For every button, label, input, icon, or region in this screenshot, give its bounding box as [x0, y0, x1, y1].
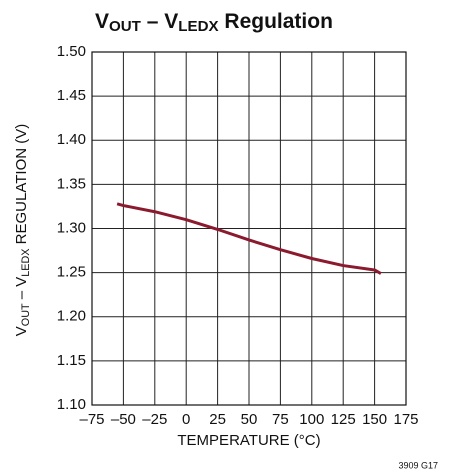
y-tick-label: 1.35: [57, 175, 86, 192]
plot-frame: [91, 51, 407, 406]
footnote: 3909 G17: [398, 460, 438, 470]
ylabel-part: V: [13, 326, 30, 336]
y-tick-label: 1.40: [57, 131, 86, 148]
x-tick-label: 100: [299, 411, 324, 428]
x-tick-label: 125: [331, 411, 356, 428]
title-part: Regulation: [219, 10, 333, 33]
x-axis-label: TEMPERATURE (°C): [177, 432, 320, 449]
x-tick-label: –75: [79, 411, 104, 428]
x-tick-label: 150: [362, 411, 387, 428]
ylabel-part: LEDX: [20, 249, 32, 277]
y-tick-label: 1.30: [57, 219, 86, 236]
x-tick-label: 175: [393, 411, 418, 428]
ylabel-part: OUT: [20, 303, 32, 326]
chart-title: VOUT – VLEDX Regulation: [95, 10, 333, 35]
x-tick-label: –25: [142, 411, 167, 428]
y-tick-label: 1.45: [57, 87, 86, 104]
data-line: [116, 202, 382, 275]
title-part: V: [95, 10, 109, 33]
y-tick-label: 1.25: [57, 264, 86, 281]
x-tick-label: 25: [209, 411, 226, 428]
x-tick-label: –50: [111, 411, 136, 428]
y-tick-label: 1.50: [57, 43, 86, 60]
title-part: – V: [141, 10, 178, 33]
y-tick-label: 1.20: [57, 308, 86, 325]
y-tick-label: 1.15: [57, 352, 86, 369]
title-part: OUT: [109, 18, 142, 35]
y-tick-label: 1.10: [57, 396, 86, 413]
x-tick-label: 75: [272, 411, 289, 428]
x-tick-label: 0: [182, 411, 190, 428]
x-tick-label: 50: [241, 411, 258, 428]
ylabel-part: REGULATION (V): [13, 124, 30, 249]
title-part: LEDX: [178, 18, 218, 35]
y-axis-label: VOUT – VLEDX REGULATION (V): [13, 124, 32, 336]
ylabel-part: – V: [13, 277, 30, 304]
